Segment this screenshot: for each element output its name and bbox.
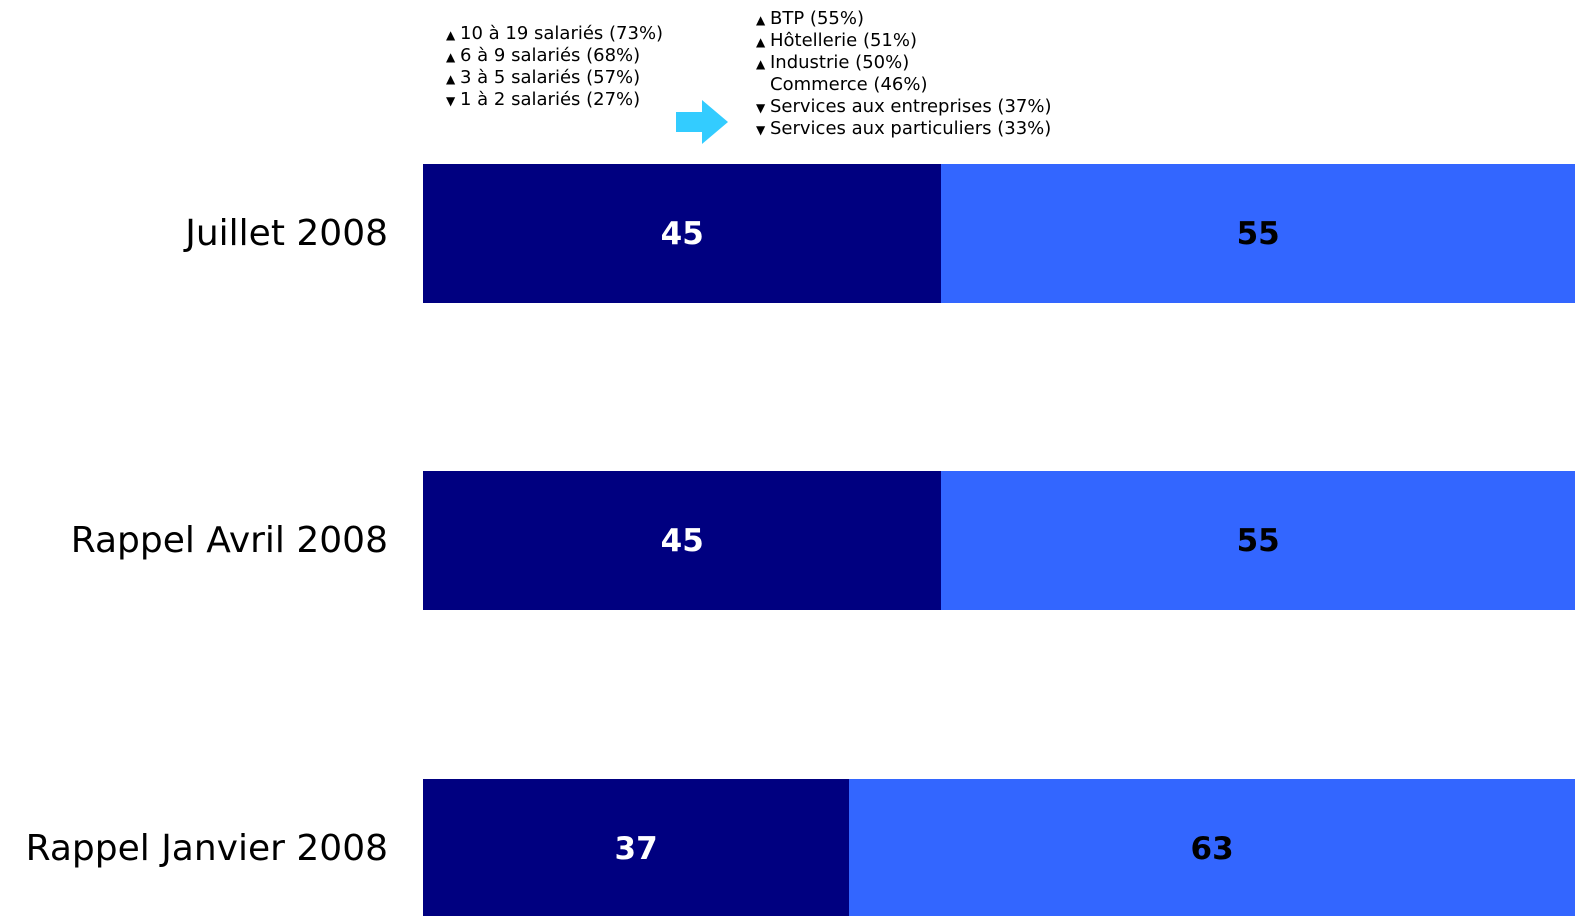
size-breakdown-notes: ▲ 10 à 19 salariés (73%) ▲ 6 à 9 salariés (… [446,23,663,111]
up-triangle-icon: ▲ [756,57,766,71]
note-item: ▲ 3 à 5 salariés (57%) [446,67,663,89]
note-item: ▼ 1 à 2 salariés (27%) [446,89,663,111]
data-label: 45 [660,522,704,559]
note-text: 3 à 5 salariés (57%) [460,67,641,88]
note-item: ▲ Industrie (50%) [756,52,1052,74]
note-item: ▼ Services aux entreprises (37%) [756,96,1052,118]
note-text: 1 à 2 salariés (27%) [460,89,641,110]
data-label: 55 [1236,215,1280,252]
note-item: Commerce (46%) [756,74,1052,96]
note-item: ▼ Services aux particuliers (33%) [756,118,1052,140]
bar-segment: 63 [849,779,1575,916]
data-label: 45 [660,215,704,252]
data-label: 55 [1236,522,1280,559]
down-triangle-icon: ▼ [446,94,456,108]
category-label: Juillet 2008 [185,212,388,254]
category-label: Rappel Janvier 2008 [25,827,388,869]
sector-breakdown-notes: ▲ BTP (55%) ▲ Hôtellerie (51%) ▲ Industrie (5… [756,8,1052,140]
note-item: ▲ 10 à 19 salariés (73%) [446,23,663,45]
note-item: ▲ BTP (55%) [756,8,1052,30]
bar-segment: 55 [941,471,1575,610]
bar-segment: 37 [423,779,850,916]
note-item: ▲ 6 à 9 salariés (68%) [446,45,663,67]
bar-segment: 55 [941,164,1575,303]
note-text: Industrie (50%) [770,52,910,73]
up-triangle-icon: ▲ [446,28,456,42]
note-text: Services aux entreprises (37%) [770,96,1052,117]
up-triangle-icon: ▲ [446,50,456,64]
right-arrow-icon [676,100,728,144]
down-triangle-icon: ▼ [756,123,766,137]
note-text: Hôtellerie (51%) [770,30,918,51]
note-text: Commerce (46%) [770,74,928,95]
data-label: 63 [1190,830,1234,867]
note-text: 6 à 9 salariés (68%) [460,45,641,66]
note-text: 10 à 19 salariés (73%) [460,23,664,44]
bar-segment: 45 [423,164,942,303]
up-triangle-icon: ▲ [446,72,456,86]
category-label: Rappel Avril 2008 [70,519,388,561]
down-triangle-icon: ▼ [756,101,766,115]
note-text: Services aux particuliers (33%) [770,118,1052,139]
bar-segment: 45 [423,471,942,610]
up-triangle-icon: ▲ [756,35,766,49]
up-triangle-icon: ▲ [756,13,766,27]
note-item: ▲ Hôtellerie (51%) [756,30,1052,52]
data-label: 37 [614,830,658,867]
note-text: BTP (55%) [770,8,864,29]
